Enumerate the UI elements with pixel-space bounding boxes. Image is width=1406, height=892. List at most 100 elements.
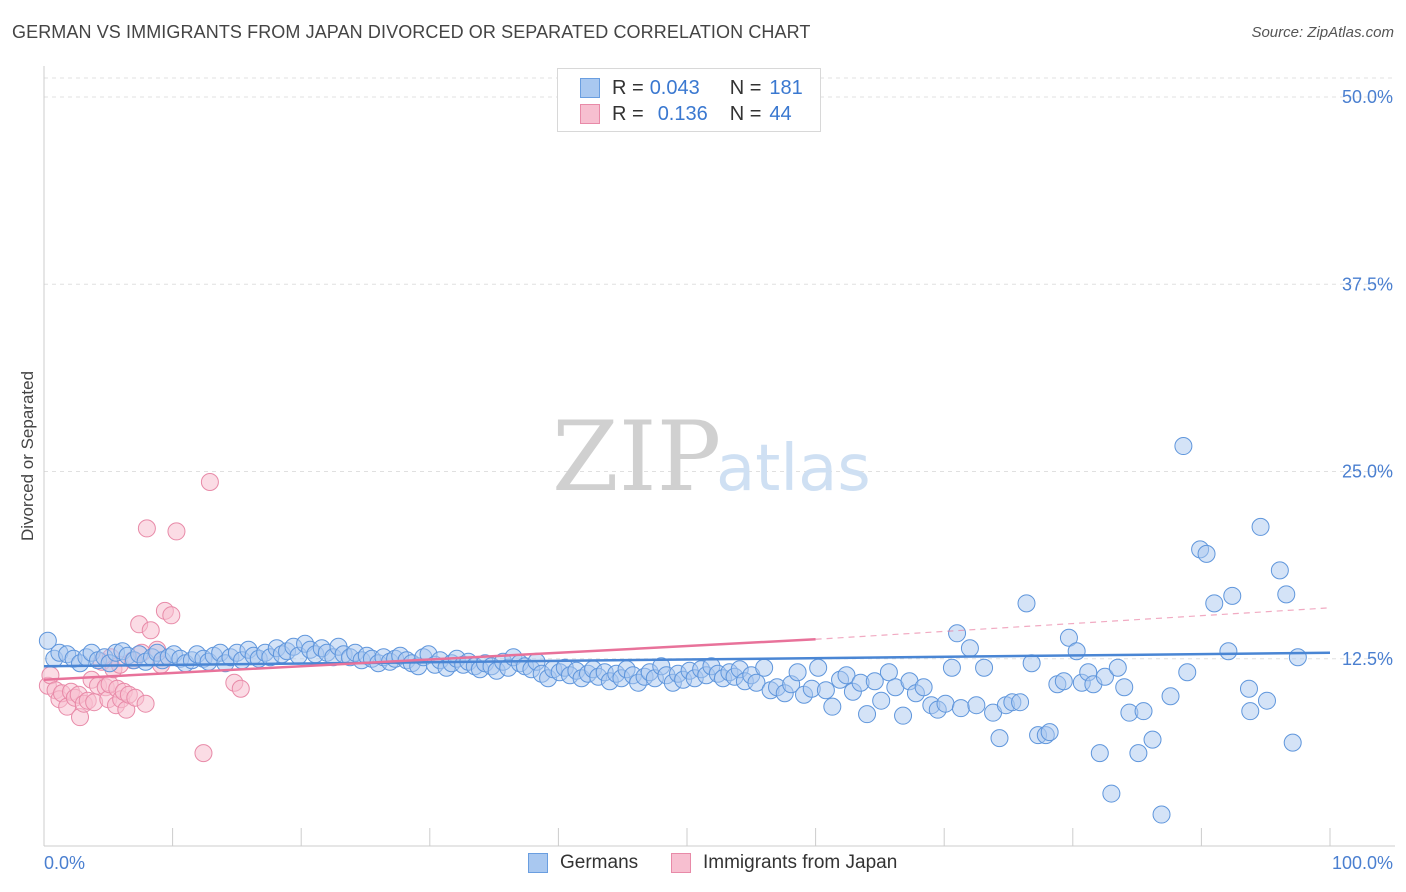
x-tick-labels: 0.0% 100.0% xyxy=(44,853,1393,873)
japan-point xyxy=(162,606,181,625)
german-point xyxy=(747,673,766,692)
series-legend: Germans Immigrants from Japan xyxy=(0,852,1406,878)
german-point xyxy=(942,658,961,677)
chart-title: GERMAN VS IMMIGRANTS FROM JAPAN DIVORCED… xyxy=(12,22,811,42)
german-point xyxy=(865,672,884,691)
german-point xyxy=(837,666,856,685)
german-point xyxy=(872,691,891,710)
legend-swatch-germans xyxy=(528,853,548,873)
german-point xyxy=(1067,642,1086,661)
japan-trend-line xyxy=(43,638,816,681)
japan-point xyxy=(41,666,60,685)
german-point xyxy=(1129,744,1148,763)
german-point xyxy=(1017,594,1036,613)
legend-row-germans: R = 0.043 N = 181 xyxy=(580,76,803,100)
german-point xyxy=(1174,437,1193,456)
german-point xyxy=(1197,544,1216,563)
german-point xyxy=(967,696,986,715)
german-point xyxy=(975,658,994,677)
grid-lines xyxy=(44,77,1395,660)
german-point xyxy=(1178,663,1197,682)
german-point xyxy=(1223,586,1242,605)
german-point xyxy=(1115,678,1134,697)
y-tick-labels: 12.5% 25.0% 37.5% 50.0% xyxy=(1342,87,1393,669)
german-point xyxy=(1288,648,1307,667)
german-point xyxy=(816,681,835,700)
watermark: ZIP atlas xyxy=(552,401,871,513)
german-point xyxy=(1143,730,1162,749)
japan-point xyxy=(200,472,219,491)
japan-point xyxy=(194,744,213,763)
legend-n-value: 181 xyxy=(769,76,803,99)
japan-point xyxy=(231,679,250,698)
y-tick-label: 50.0% xyxy=(1342,87,1393,107)
axes xyxy=(43,66,1395,847)
german-point xyxy=(914,678,933,697)
legend-r-label: R = xyxy=(612,76,644,99)
german-point xyxy=(960,639,979,658)
german-point xyxy=(936,694,955,713)
japan-point xyxy=(167,522,186,541)
correlation-legend: R = 0.043 N = 181 R = 0.136 N = 44 xyxy=(557,68,821,132)
german-point xyxy=(858,705,877,724)
german-point xyxy=(1219,642,1238,661)
german-point xyxy=(1090,744,1109,763)
legend-swatch-germans xyxy=(580,78,600,98)
german-point xyxy=(1161,687,1180,706)
german-point xyxy=(1152,805,1171,824)
german-point xyxy=(948,624,967,643)
japan-point xyxy=(137,519,156,538)
japan-point xyxy=(136,694,155,713)
legend-item-germans[interactable]: Germans xyxy=(528,852,638,874)
series-japan-points xyxy=(38,472,250,763)
german-point xyxy=(38,631,57,650)
german-point xyxy=(1283,733,1302,752)
german-point xyxy=(1205,594,1224,613)
german-point xyxy=(879,663,898,682)
german-point xyxy=(990,729,1009,748)
german-point xyxy=(809,658,828,677)
german-point xyxy=(1040,723,1059,742)
germans-trend-line xyxy=(43,651,1331,668)
german-point xyxy=(1251,517,1270,536)
german-point xyxy=(951,699,970,718)
german-point xyxy=(1011,693,1030,712)
german-point xyxy=(1270,561,1289,580)
y-tick-label: 25.0% xyxy=(1342,462,1393,482)
y-tick-label: 37.5% xyxy=(1342,274,1393,294)
watermark-zip: ZIP xyxy=(552,401,721,513)
x-tick-label: 100.0% xyxy=(1332,853,1393,873)
legend-label-japan: Immigrants from Japan xyxy=(703,852,898,873)
legend-row-japan: R = 0.136 N = 44 xyxy=(580,102,792,126)
x-tick-label: 0.0% xyxy=(44,853,85,873)
legend-n-value: 44 xyxy=(769,102,792,125)
german-point xyxy=(1108,658,1127,677)
legend-r-value: 0.043 xyxy=(649,76,700,99)
german-point xyxy=(1241,702,1260,721)
legend-swatch-japan xyxy=(580,104,600,124)
japan-point xyxy=(141,621,160,640)
trend-lines xyxy=(43,607,1331,681)
legend-n-label: N = xyxy=(729,102,762,125)
legend-r-value: 0.136 xyxy=(657,102,708,125)
german-point xyxy=(1102,784,1121,803)
german-point xyxy=(755,658,774,677)
legend-item-japan[interactable]: Immigrants from Japan xyxy=(671,852,897,874)
series-germans-points xyxy=(38,437,1307,824)
german-point xyxy=(1022,654,1041,673)
german-point xyxy=(823,697,842,716)
legend-r-label: R = xyxy=(612,102,644,125)
german-point xyxy=(1239,679,1258,698)
watermark-atlas: atlas xyxy=(716,432,871,506)
source-label: Source: ZipAtlas.com xyxy=(1251,24,1394,41)
german-point xyxy=(788,663,807,682)
german-point xyxy=(1059,628,1078,647)
japan-trend-extension xyxy=(815,607,1331,640)
german-point xyxy=(1054,672,1073,691)
german-point xyxy=(1134,702,1153,721)
german-point xyxy=(894,706,913,725)
legend-n-label: N = xyxy=(729,76,762,99)
german-point xyxy=(1095,667,1114,686)
german-point xyxy=(1277,585,1296,604)
